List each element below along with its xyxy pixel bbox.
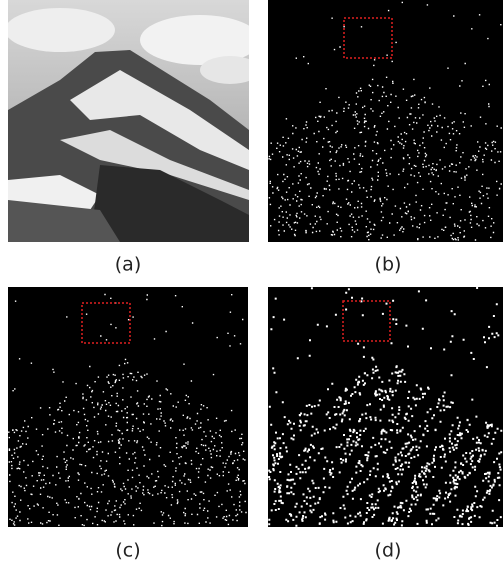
figure: (a) (b) (c) (d) [0,0,504,568]
panel-b-image [268,0,503,242]
panel-a-image [5,0,260,242]
panel-d-image [268,287,503,527]
panel-label: (a) [115,254,141,276]
panel-label: (b) [375,254,402,276]
panel-label: (c) [115,540,140,562]
panel-label: (d) [375,540,402,562]
